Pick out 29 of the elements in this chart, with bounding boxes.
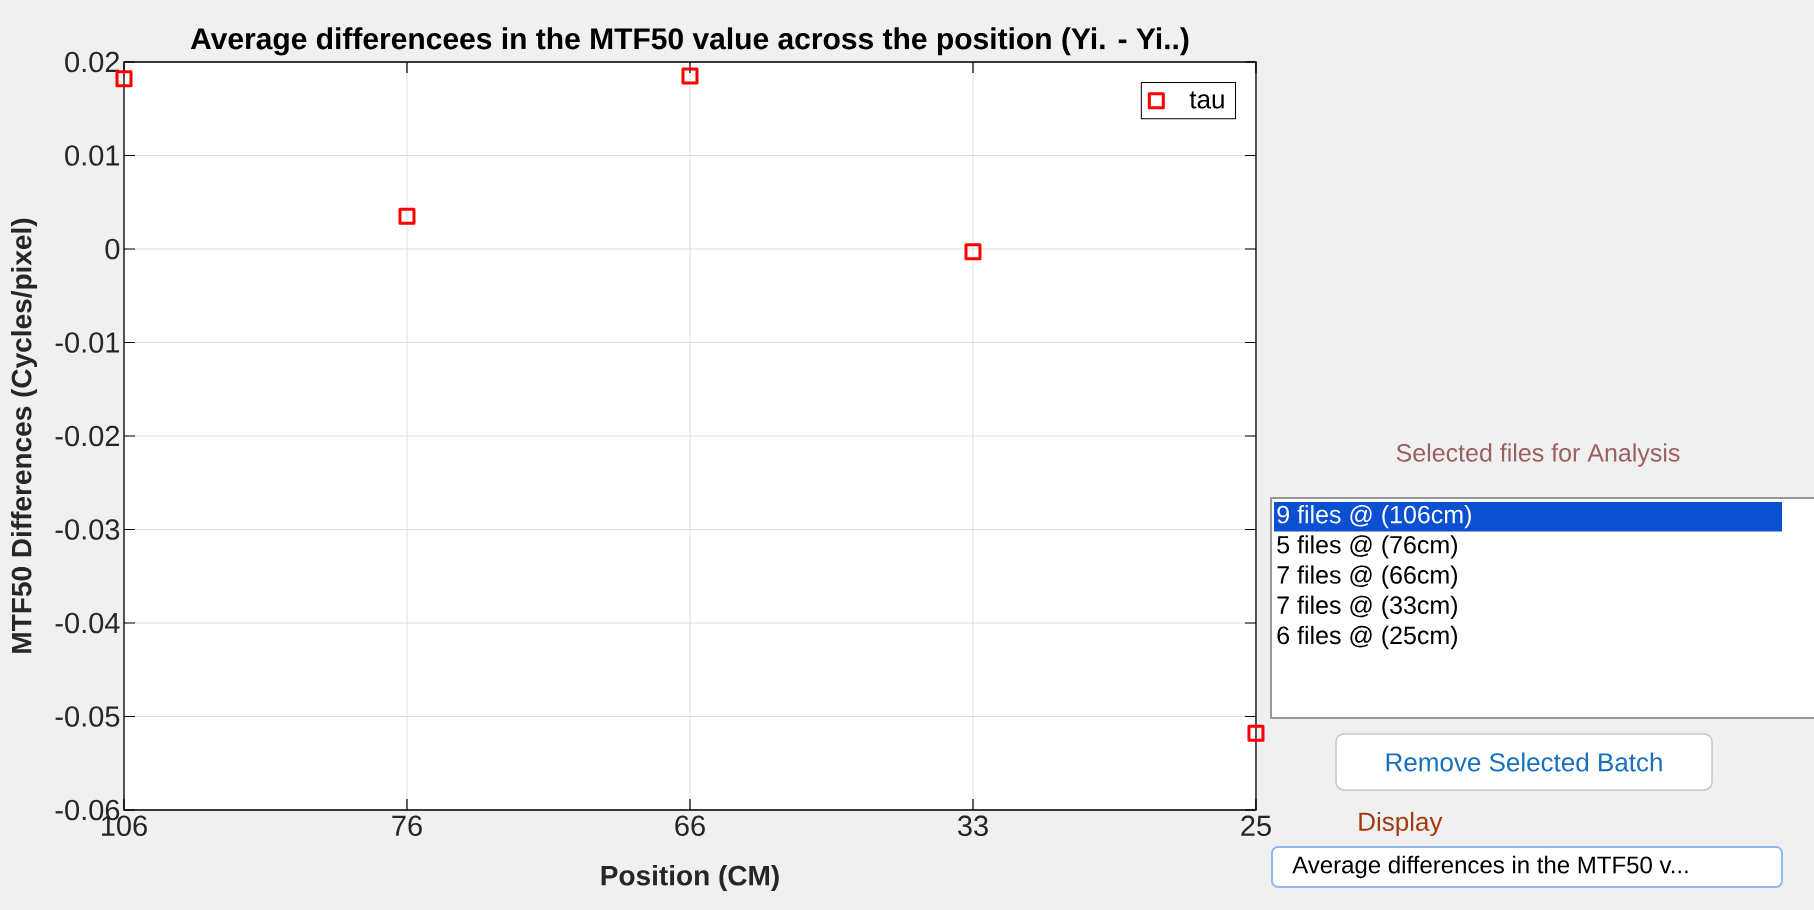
point	[681, 67, 699, 85]
text: Display	[1359, 811, 1443, 837]
x-axis-title: Position (CM)	[601, 864, 779, 892]
text: 9 files @ (106cm)	[1277, 505, 1471, 529]
text: 7 files @ (66cm)	[1277, 565, 1457, 589]
legend-label: tau	[1189, 91, 1224, 109]
point	[398, 207, 416, 225]
point	[964, 243, 982, 261]
x-tick-label: 25	[1241, 815, 1271, 837]
x-tick-label: 76	[392, 815, 422, 837]
text: Selected files for Analysis	[1396, 443, 1680, 467]
y-tick-label: 0.02	[65, 51, 119, 73]
point	[1247, 724, 1265, 742]
y-tick-label: -0.03	[55, 519, 120, 540]
text: Average differences in the MTF50 v...	[1292, 855, 1688, 879]
y-tick-label: -0.02	[55, 425, 119, 447]
y-tick-label: 0.01	[65, 145, 120, 166]
text: Remove Selected Batch	[1386, 752, 1662, 772]
text: 7 files @ (33cm)	[1277, 595, 1457, 619]
x-tick-label: 66	[675, 815, 705, 837]
y-tick-label: -0.04	[55, 612, 120, 634]
y-tick-label: -0.01	[55, 332, 120, 353]
text: 6 files @ (25cm)	[1277, 625, 1457, 650]
y-axis-title: MTF50 Differences (Cycles/pixel)	[10, 218, 38, 653]
y-tick-label: -0.05	[55, 706, 120, 727]
chart-title: Average differencees in the MTF50 value across the position (Yi. - Yi..)	[190, 27, 1189, 56]
x-tick-label: 33	[957, 815, 988, 837]
y-tick-label: 0	[105, 238, 120, 260]
text: 5 files @ (76cm)	[1277, 535, 1457, 559]
